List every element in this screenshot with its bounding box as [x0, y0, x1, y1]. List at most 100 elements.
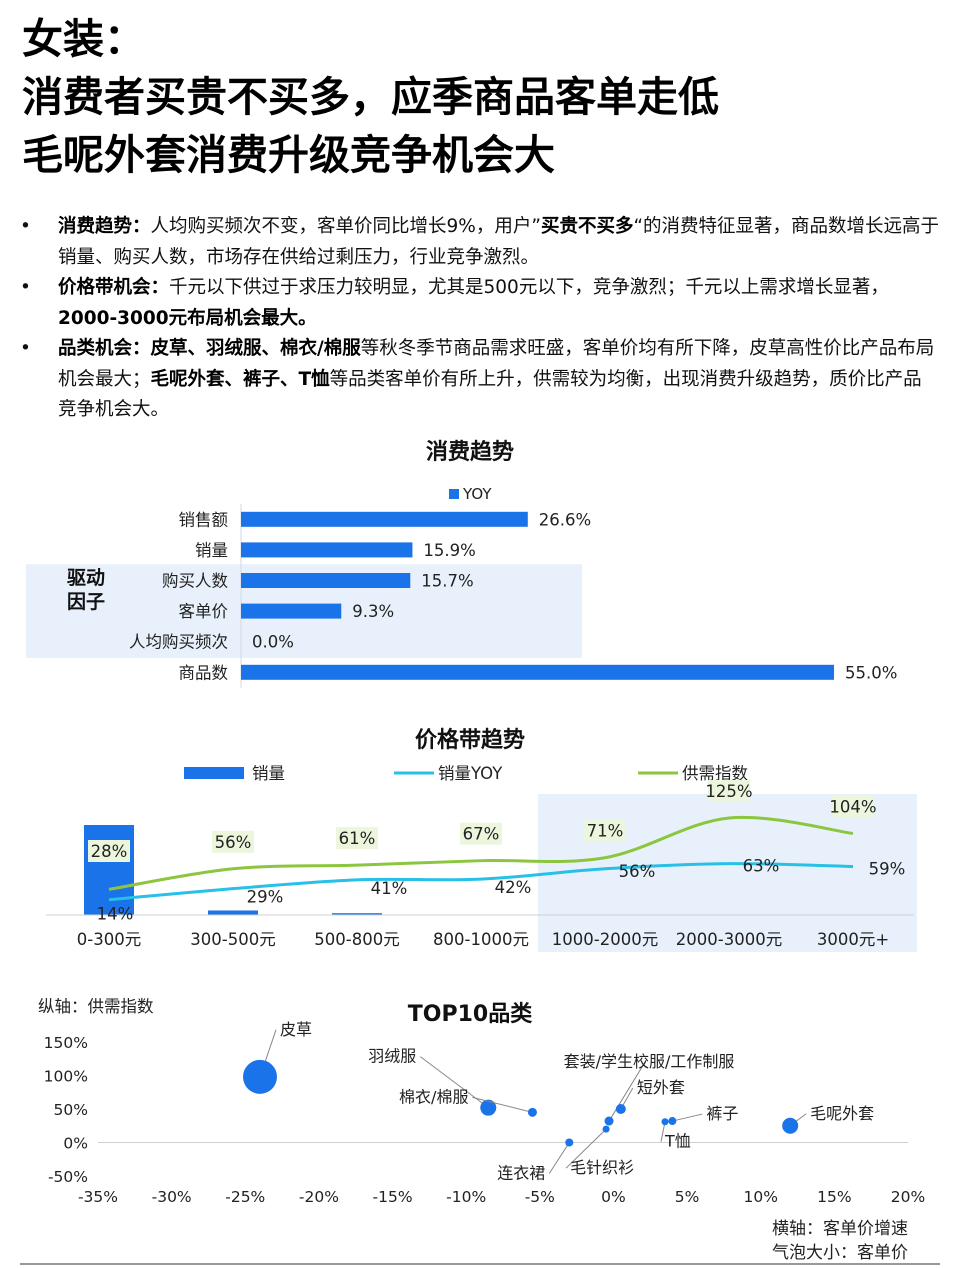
bar: [241, 542, 413, 558]
bullet-item: • 品类机会：皮草、羽绒服、棉衣/棉服等秋冬季节商品需求旺盛，客单价均有所下降，皮…: [18, 334, 940, 426]
leader-line: [419, 1056, 489, 1109]
bubble-label: 羽绒服: [368, 1047, 416, 1066]
bullet-text: 等秋冬季节商品需求旺盛，客单价均有所下降，皮草高性价比产品布局机会最大；: [58, 338, 935, 390]
volume-bar: [332, 913, 382, 915]
x-tick-label: 15%: [817, 1188, 851, 1206]
bar-value-label: 0.0%: [252, 633, 294, 652]
bubble: [615, 1104, 626, 1114]
x-tick-label: 0-300元: [77, 930, 141, 949]
legend-swatch: [449, 489, 459, 499]
legend-label: 销量YOY: [438, 764, 503, 783]
bubble-label: 棉衣/棉服: [399, 1087, 468, 1106]
bullet-text: 等品类客单价有所上升，供需较为均衡，出现消费升级趋势，质价比产品竞争机会大。: [58, 368, 922, 421]
bullet-text: “的消费特征显著，商品数增长远高于销量、购买人数，市场存在供给过剩压力，行业竞争…: [58, 216, 940, 268]
volume-bar: [84, 825, 134, 915]
category-label: 商品数: [179, 663, 229, 682]
bullet-emphasis: 2000-3000元布局机会最大。: [58, 307, 317, 329]
x-tick-label: -25%: [225, 1188, 265, 1206]
y-tick-label: 100%: [44, 1068, 88, 1086]
bullet-item: • 价格带机会：千元以下供过于求压力较明显，尤其是500元以下，竞争激烈；千元以上…: [18, 273, 940, 334]
price-band-trend-title: 价格带趋势: [414, 728, 525, 753]
volume-yoy-label: 29%: [247, 888, 284, 907]
bullet-emphasis: 买贵不买多: [540, 216, 634, 237]
legend-label: YOY: [462, 485, 492, 503]
bullet-marker: •: [20, 277, 31, 298]
bubble: [243, 1059, 277, 1094]
x-tick-label: -15%: [373, 1188, 413, 1206]
bubble: [527, 1107, 537, 1117]
supply-demand-label: 67%: [463, 825, 500, 844]
y-tick-label: 0%: [63, 1135, 88, 1153]
bar: [241, 573, 411, 588]
x-tick-label: -10%: [446, 1188, 486, 1206]
bar-value-label: 55.0%: [845, 663, 897, 682]
supply-demand-label-box: [708, 780, 750, 802]
supply-demand-label-box: [584, 819, 626, 842]
x-tick-label: 0%: [601, 1188, 626, 1206]
driver-factor-label: 驱动: [67, 567, 105, 589]
bar-value-label: 26.6%: [539, 510, 591, 529]
bar-value-label: 9.3%: [352, 602, 394, 621]
volume-yoy-label: 42%: [495, 878, 532, 897]
x-tick-label: 300-500元: [190, 930, 275, 949]
summary-bullets: • 消费趋势：人均购买频次不变，客单价同比增长9%，用户”买贵不买多“的消费特征显…: [18, 212, 940, 426]
supply-demand-label: 104%: [829, 797, 876, 816]
bar: [241, 603, 342, 619]
bubble: [668, 1117, 677, 1126]
legend-label: 供需指数: [682, 764, 749, 783]
x-tick-label: -30%: [152, 1188, 192, 1206]
bubble-label: 毛呢外套: [810, 1104, 874, 1123]
bullet-text: 千元以下供过于求压力较明显，尤其是500元以下，竞争激烈；千元以上需求增长显著，: [169, 277, 889, 298]
x-tick-label: -20%: [299, 1188, 339, 1206]
leader-line: [672, 1113, 703, 1122]
x-tick-label: -35%: [78, 1188, 118, 1206]
supply-demand-label-box: [336, 827, 378, 850]
category-label: 人均购买频次: [129, 633, 228, 652]
bullet-emphasis: 品类机会：皮草、羽绒服、棉衣/棉服: [58, 338, 361, 359]
volume-yoy-label: 41%: [371, 879, 408, 898]
price-band-trend-chart: 销量 销量YOY 供需指数 0-300元 300-500元 500-800元 800-100…: [46, 764, 917, 952]
supply-demand-label: 56%: [215, 833, 252, 852]
top10-category-title: TOP10品类: [407, 1002, 533, 1027]
leader-line: [565, 1128, 607, 1169]
x-tick-label: 2000-3000元: [676, 930, 782, 949]
supply-demand-label-box: [212, 830, 254, 853]
bubble-label: 裤子: [706, 1104, 738, 1123]
title-line-3: 毛呢外套消费升级竞争机会大: [22, 131, 555, 179]
bullet-emphasis: 消费趋势：: [58, 216, 151, 237]
page-title: 女装： 消费者买贵不买多，应季商品客单走低 毛呢外套消费升级竞争机会大: [22, 10, 942, 184]
bubble: [602, 1125, 610, 1133]
supply-demand-label-box: [88, 840, 130, 862]
leader-line: [472, 1096, 533, 1113]
bubble-label: T恤: [664, 1132, 691, 1151]
volume-bar: [208, 910, 258, 915]
leader-line: [548, 1142, 570, 1174]
bar-value-label: 15.7%: [421, 572, 473, 591]
supply-demand-label: 125%: [705, 782, 752, 801]
bubble-label: 连衣裙: [497, 1164, 545, 1183]
bar: [241, 511, 528, 527]
bullet-item: • 消费趋势：人均购买频次不变，客单价同比增长9%，用户”买贵不买多“的消费特征显…: [18, 212, 940, 273]
volume-yoy-label: 14%: [97, 905, 134, 924]
supply-demand-label-box: [460, 822, 502, 845]
x-tick-label: 800-1000元: [433, 930, 529, 949]
volume-yoy-label: 63%: [743, 857, 780, 876]
y-tick-label: -50%: [48, 1168, 88, 1186]
legend-label: 销量: [252, 764, 285, 783]
bullet-text: 人均购买频次不变，客单价同比增长9%，用户”: [150, 216, 541, 237]
bubble-size-note: 气泡大小：客单价: [772, 1243, 908, 1263]
supply-demand-label: 61%: [339, 829, 376, 848]
category-label: 购买人数: [162, 572, 229, 591]
bubble: [480, 1099, 497, 1116]
consumption-trend-title: 消费趋势: [425, 440, 514, 465]
category-label: 销量: [195, 541, 228, 560]
driver-factor-label: 因子: [67, 591, 105, 613]
x-tick-label: 5%: [675, 1188, 700, 1206]
supply-demand-line: [108, 815, 854, 891]
bullet-marker: •: [20, 216, 31, 237]
leader-line: [608, 1061, 646, 1122]
y-axis-title: 纵轴：供需指数: [38, 997, 154, 1016]
volume-yoy-line: [108, 862, 854, 902]
bar-value-label: 15.9%: [423, 541, 475, 560]
